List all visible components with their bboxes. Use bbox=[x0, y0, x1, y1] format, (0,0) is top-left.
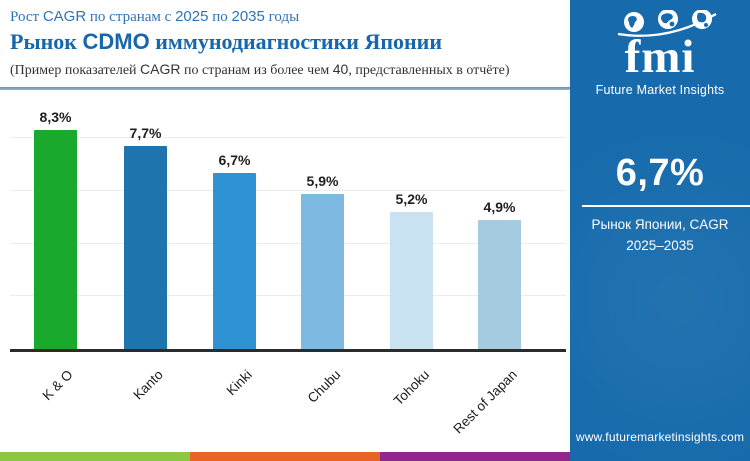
fmi-logo: fmi Future Market Insights bbox=[570, 10, 750, 97]
kicker-part: CAGR bbox=[42, 8, 87, 25]
footer-color-strip bbox=[0, 452, 570, 461]
subtitle-part: (Пример показателей bbox=[10, 63, 141, 79]
gridline bbox=[10, 242, 566, 244]
globe-europe-icon bbox=[658, 10, 678, 29]
bar-tohoku bbox=[390, 212, 433, 349]
bar-value-label: 4,9% bbox=[483, 198, 516, 215]
bar-rest-of-japan bbox=[478, 219, 521, 349]
kicker-part: Рост bbox=[10, 9, 43, 25]
title-part: иммунодиагностики Японии bbox=[149, 29, 443, 54]
bar-chubu bbox=[301, 193, 344, 349]
bar-k-o bbox=[34, 130, 77, 349]
stat-caption-line1: Рынок Японии, CAGR bbox=[591, 217, 729, 232]
bar-kinki bbox=[213, 172, 256, 349]
bar-value-label: 6,7% bbox=[218, 151, 251, 168]
kicker-part: 2025 bbox=[175, 8, 209, 25]
strip-segment-purple bbox=[380, 452, 570, 461]
brand-sidebar: fmi Future Market Insights 6,7% Рынок Яп… bbox=[570, 0, 750, 461]
gridline bbox=[10, 190, 566, 191]
strip-segment-orange bbox=[190, 452, 380, 461]
title-part: Рынок bbox=[10, 29, 83, 54]
bar-value-label: 5,9% bbox=[306, 172, 339, 189]
stat-divider bbox=[582, 205, 750, 207]
x-axis-label: Chubu bbox=[304, 367, 344, 406]
subtitle-part: 40 bbox=[332, 61, 349, 78]
bar-value-label: 7,7% bbox=[129, 125, 162, 142]
subtitle-part: , представленных в отчёте) bbox=[348, 63, 510, 79]
globe-asia-icon bbox=[692, 10, 712, 29]
x-axis-label: Rest of Japan bbox=[450, 367, 521, 437]
x-axis-label: Kinki bbox=[223, 367, 256, 399]
x-axis-label: K & O bbox=[40, 367, 77, 404]
header-divider bbox=[0, 87, 570, 90]
subtitle: (Пример показателей CAGR по странам из б… bbox=[10, 61, 560, 79]
x-axis-label: Tohoku bbox=[390, 367, 433, 409]
strip-segment-green bbox=[0, 452, 190, 461]
globe-americas-icon bbox=[624, 12, 644, 32]
logo-wordmark: fmi bbox=[624, 31, 696, 83]
kicker-part: по странам с bbox=[86, 9, 176, 25]
chart-panel: Рост CAGR по странам с 2025 по 2035 годы… bbox=[0, 0, 570, 461]
kicker-part: 2035 bbox=[231, 8, 265, 25]
x-axis-labels: K & O Kanto Kinki Chubu Tohoku Rest of Japan bbox=[10, 355, 566, 445]
title-part: CDMO bbox=[82, 29, 150, 54]
kicker-text: Рост CAGR по странам с 2025 по 2035 годы bbox=[10, 8, 560, 26]
logo-tagline: Future Market Insights bbox=[595, 82, 725, 97]
bar-value-label: 8,3% bbox=[39, 109, 72, 126]
subtitle-part: по странам из более чем bbox=[180, 63, 333, 79]
stat-caption: Рынок Японии, CAGR 2025–2035 bbox=[570, 215, 750, 257]
logo-globes-row bbox=[617, 10, 717, 37]
gridline bbox=[10, 295, 566, 297]
highlight-stat-value: 6,7% bbox=[615, 152, 705, 194]
bar-value-label: 5,2% bbox=[395, 191, 428, 208]
page-title: Рынок CDMO иммунодиагностики Японии bbox=[10, 29, 560, 54]
stat-caption-line2: 2025–2035 bbox=[626, 237, 694, 253]
bar-kanto bbox=[124, 146, 167, 349]
bar-chart: 8,3% 7,7% 6,7% 5,9% 5,2% 4,9% bbox=[10, 109, 566, 352]
x-axis-label: Kanto bbox=[130, 367, 167, 403]
kicker-part: по bbox=[208, 9, 232, 25]
kicker-part: годы bbox=[264, 9, 300, 25]
gridline bbox=[10, 137, 566, 139]
subtitle-part: CAGR bbox=[140, 61, 181, 78]
website-url: www.futuremarketinsights.com bbox=[575, 430, 745, 444]
header: Рост CAGR по странам с 2025 по 2035 годы… bbox=[0, 0, 570, 79]
